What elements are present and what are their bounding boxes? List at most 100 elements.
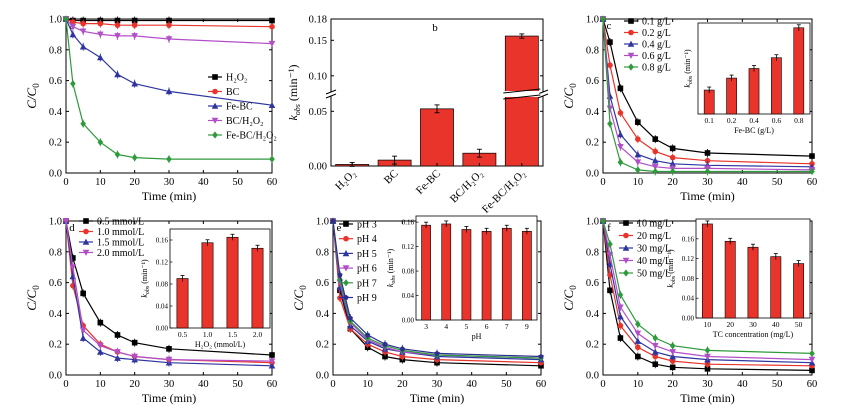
data-point bbox=[635, 166, 641, 174]
series-line bbox=[332, 220, 542, 364]
data-point bbox=[651, 164, 659, 171]
data-point bbox=[382, 353, 388, 360]
y-axis-label-subscript: 0 bbox=[568, 83, 578, 88]
data-point bbox=[434, 350, 440, 356]
inset-bar bbox=[793, 27, 805, 115]
inset-x-axis-label: TC concentration (mg/L) bbox=[713, 330, 794, 339]
x-tick-label: 10 bbox=[95, 379, 106, 390]
data-point bbox=[538, 362, 544, 369]
y-axis-label-subscript: 0 bbox=[298, 285, 308, 290]
data-point bbox=[166, 155, 172, 163]
data-point bbox=[269, 17, 275, 24]
panel-f: 0 10 20 30 40 50 60 0.0 0.2 0.4 0.6 0.8 1.0 Time (min… bbox=[561, 217, 817, 406]
data-point bbox=[617, 335, 624, 341]
panel-letter: b bbox=[432, 22, 438, 34]
data-point bbox=[268, 40, 276, 48]
inset-y-tick-label: 0.04 bbox=[682, 295, 695, 303]
data-point bbox=[600, 217, 606, 225]
legend-marker bbox=[82, 238, 90, 245]
inset-x-tick-label: 0.1 bbox=[705, 116, 715, 125]
x-tick-label: 0 bbox=[63, 379, 68, 390]
panel-b: 0.00 0.05 0.10 0.15 0.18 H₂O₂ BC Fe-BC BC/H₂O₂Fe… bbox=[286, 15, 549, 216]
axis-break-mark bbox=[537, 89, 549, 95]
data-point bbox=[809, 349, 815, 358]
axis-break-mark bbox=[325, 89, 337, 95]
y-tick-label: 0.8 bbox=[586, 45, 599, 56]
legend-marker bbox=[627, 52, 635, 59]
y-axis-label-subscript: 0 bbox=[31, 83, 41, 88]
series-line bbox=[332, 220, 542, 361]
data-point bbox=[269, 352, 275, 358]
legend-label: 0.6 g/L bbox=[642, 51, 671, 62]
legend-marker bbox=[343, 235, 349, 242]
data-point bbox=[634, 151, 642, 158]
inset-y-axis-label: kobs (min⁻¹) bbox=[666, 249, 677, 288]
inset-x-tick-label: 9 bbox=[525, 322, 529, 331]
inset-bar bbox=[793, 263, 805, 319]
inset-x-tick-label: 50 bbox=[795, 320, 803, 329]
data-point bbox=[652, 334, 659, 342]
data-point bbox=[114, 354, 121, 361]
inset-chart: 3 4 5 6 7 9 0.00 0.04 0.08 0.12 0.16 pH kobs (min⁻¹) bbox=[386, 215, 538, 341]
series-line bbox=[602, 18, 813, 165]
x-tick-label: 30 bbox=[702, 379, 713, 390]
data-point bbox=[399, 346, 405, 352]
legend-marker bbox=[212, 74, 218, 80]
legend-label: 50 mg/L bbox=[637, 269, 671, 280]
data-point bbox=[399, 353, 406, 360]
x-tick-label: 60 bbox=[807, 177, 818, 188]
inset-y-tick-label: 0.16 bbox=[402, 219, 415, 227]
legend-label: BC/H₂O₂ bbox=[226, 116, 264, 127]
data-point bbox=[70, 255, 76, 261]
y-tick-label: 0.0 bbox=[316, 371, 329, 382]
legend-marker bbox=[83, 228, 89, 235]
data-point bbox=[704, 353, 711, 360]
y-tick-label: 0.05 bbox=[309, 107, 327, 118]
inset-bar bbox=[226, 236, 239, 329]
x-tick-label: 30 bbox=[432, 379, 443, 390]
data-point bbox=[337, 275, 343, 284]
legend-marker bbox=[212, 131, 218, 139]
data-point bbox=[69, 23, 77, 31]
y-tick-label: 0.00 bbox=[309, 162, 327, 173]
inset-y-axis-label-unit: (min⁻¹) bbox=[666, 249, 675, 276]
legend-label: 30 mg/L bbox=[637, 244, 671, 255]
series-line bbox=[602, 220, 813, 371]
legend-marker bbox=[623, 220, 629, 226]
data-point bbox=[617, 144, 624, 151]
data-point bbox=[669, 167, 676, 176]
inset-y-axis-label: kobs (min⁻¹) bbox=[386, 249, 397, 288]
data-point bbox=[669, 154, 676, 161]
y-tick-label: 0.6 bbox=[586, 76, 599, 87]
data-point bbox=[634, 337, 642, 344]
data-point bbox=[669, 364, 676, 371]
data-point bbox=[669, 145, 676, 152]
x-tick-label: 0 bbox=[330, 379, 335, 390]
inset-x-axis-label: H₂O₂ (mmol/L) bbox=[195, 340, 246, 349]
legend-marker bbox=[343, 294, 349, 300]
y-tick-label: 1.0 bbox=[49, 217, 62, 228]
inset-bar bbox=[176, 278, 189, 329]
x-tick-label: 20 bbox=[397, 379, 408, 390]
data-point bbox=[651, 342, 659, 350]
bar bbox=[420, 108, 454, 167]
series-line bbox=[602, 220, 813, 367]
x-tick-label: 10 bbox=[95, 177, 106, 188]
y-axis-label-subscript: 0 bbox=[31, 285, 41, 290]
legend-marker bbox=[342, 250, 350, 257]
panel-letter: d bbox=[69, 222, 75, 234]
data-point bbox=[617, 110, 624, 116]
data-point bbox=[97, 20, 104, 27]
x-tick-label: 0 bbox=[600, 177, 605, 188]
data-point bbox=[652, 361, 659, 368]
data-point bbox=[635, 136, 641, 142]
data-point bbox=[131, 339, 138, 346]
data-point bbox=[114, 332, 121, 338]
data-point bbox=[617, 313, 624, 320]
data-point bbox=[606, 105, 614, 112]
y-tick-label: 0.2 bbox=[49, 340, 62, 351]
series-line bbox=[332, 220, 542, 358]
y-tick-label: 0.0 bbox=[49, 169, 62, 180]
legend-marker bbox=[343, 221, 349, 227]
data-point bbox=[97, 138, 104, 146]
